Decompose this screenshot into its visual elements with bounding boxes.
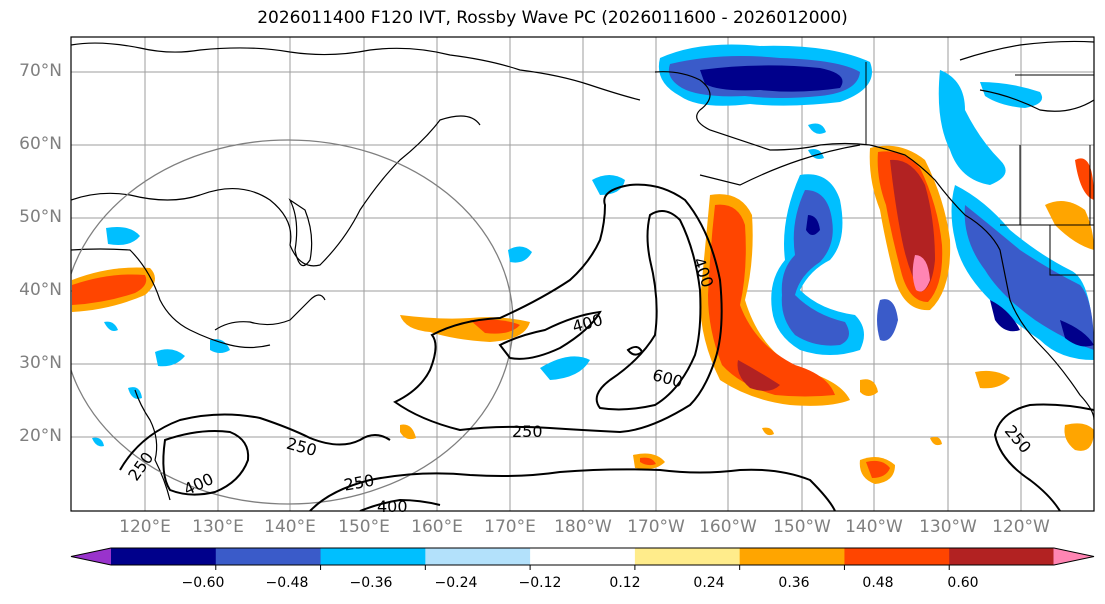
lon-label: 140°W xyxy=(845,517,903,537)
reference-circle xyxy=(71,139,514,505)
contour-label: 400 xyxy=(377,497,408,516)
lon-label: 150°E xyxy=(338,517,390,537)
lon-label: 130°W xyxy=(919,517,977,537)
lat-label: 20°N xyxy=(19,426,62,446)
lon-label: 140°E xyxy=(264,517,316,537)
colorbar-segment xyxy=(425,548,531,565)
colorbar-segment xyxy=(320,548,426,565)
map-frame xyxy=(70,36,1095,512)
lat-label: 60°N xyxy=(19,134,62,154)
positive-anomaly-fields xyxy=(72,145,1094,484)
contour-label: 250 xyxy=(1001,421,1035,457)
colorbar-tick-label: 0.48 xyxy=(862,575,894,591)
lon-label: 180°W xyxy=(554,517,612,537)
lon-label: 130°E xyxy=(192,517,244,537)
lon-label: 150°W xyxy=(773,517,831,537)
lon-label: 120°E xyxy=(119,517,171,537)
lon-label: 170°E xyxy=(484,517,536,537)
lon-label: 120°W xyxy=(992,517,1050,537)
colorbar-segment xyxy=(844,548,950,565)
map-title: 2026011400 F120 IVT, Rossby Wave PC (202… xyxy=(257,8,848,28)
lon-label: 160°W xyxy=(699,517,757,537)
lat-label: 70°N xyxy=(19,61,62,81)
colorbar-tick-label: 0.36 xyxy=(778,575,810,591)
colorbar-segment xyxy=(215,548,322,565)
colorbar-segment xyxy=(111,548,217,565)
contour-label: 250 xyxy=(512,422,543,441)
lon-label: 170°W xyxy=(627,517,685,537)
colorbar-outline xyxy=(70,547,1095,566)
lat-label: 30°N xyxy=(19,353,62,373)
colorbar xyxy=(70,547,1095,570)
colorbar-tick-label: 0.24 xyxy=(693,575,725,591)
borders xyxy=(865,62,1094,276)
colorbar-segment xyxy=(530,548,636,565)
lat-label: 40°N xyxy=(19,280,62,300)
negative-anomaly-fields xyxy=(92,44,1094,447)
colorbar-tick-label: −0.48 xyxy=(265,575,309,591)
colorbar-tick-label: −0.24 xyxy=(434,575,478,591)
colorbar-tick-label: −0.60 xyxy=(181,575,225,591)
contour-label: 400 xyxy=(570,310,604,336)
colorbar-tick-label: 0.12 xyxy=(609,575,641,591)
colorbar-extend-low xyxy=(71,548,112,565)
coastlines xyxy=(71,40,1094,501)
colorbar-segment xyxy=(949,548,1055,565)
lat-label: 50°N xyxy=(19,207,62,227)
colorbar-segment xyxy=(634,548,741,565)
ivt-contours xyxy=(119,183,1094,511)
colorbar-segment xyxy=(739,548,845,565)
colorbar-extend-high xyxy=(1053,548,1094,565)
contour-label: 250 xyxy=(124,448,157,484)
lon-label: 160°E xyxy=(411,517,463,537)
colorbar-tick-label: −0.36 xyxy=(349,575,393,591)
colorbar-tick-label: 0.60 xyxy=(947,575,979,591)
colorbar-tick-label: −0.12 xyxy=(518,575,562,591)
